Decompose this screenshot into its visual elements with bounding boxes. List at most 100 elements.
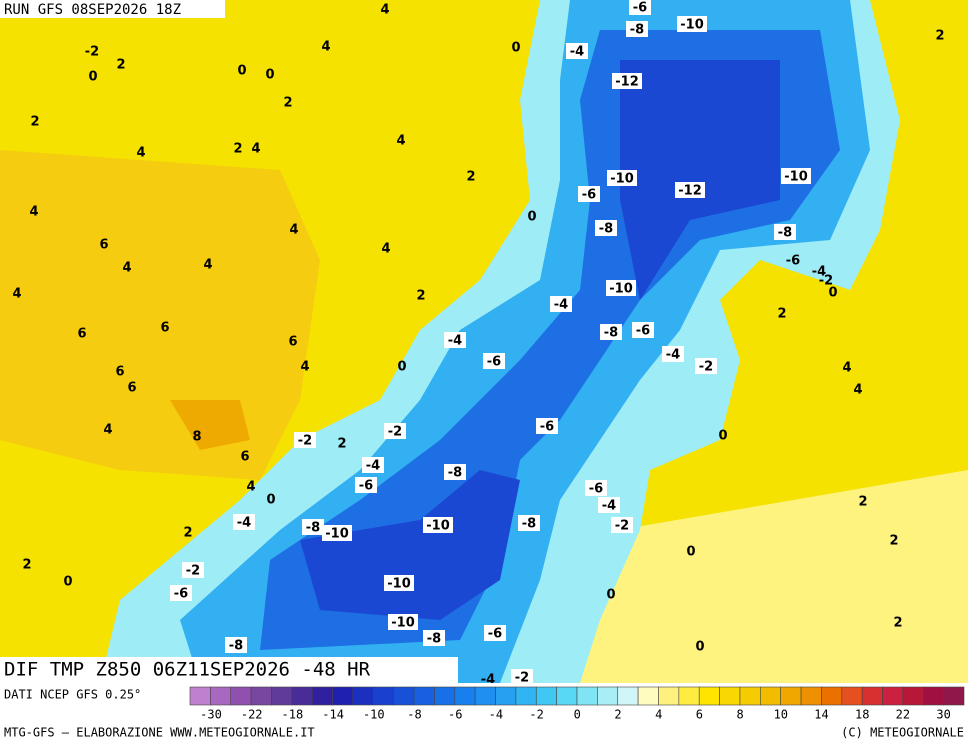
colorbar-cell	[780, 686, 802, 706]
contour-label: 6	[288, 335, 297, 350]
colorbar-tick-label: 14	[814, 708, 828, 722]
contour-label: 0	[718, 429, 727, 444]
contour-label: 2	[116, 58, 125, 73]
contour-label: -6	[786, 254, 800, 269]
label-box	[606, 280, 636, 296]
colorbar-cell	[841, 686, 863, 706]
label-box	[566, 43, 588, 59]
header-box	[0, 0, 225, 18]
contour-label: 4	[103, 423, 112, 438]
contour-label: -6	[487, 355, 501, 370]
contour-label: 6	[127, 381, 136, 396]
contour-label: -4	[602, 499, 616, 514]
label-box	[611, 517, 633, 533]
label-box	[444, 332, 466, 348]
colorbar-cell	[698, 686, 720, 706]
colorbar-tick-label: -30	[200, 708, 222, 722]
source-label: DATI NCEP GFS 0.25°	[4, 688, 141, 702]
colorbar-tick-label: 4	[655, 708, 662, 722]
contour-label: 6	[99, 238, 108, 253]
label-box	[423, 630, 445, 646]
colorbar-tick-label: -14	[322, 708, 344, 722]
colorbar-cell	[576, 686, 598, 706]
contour-label: 6	[115, 365, 124, 380]
colorbar-tick-label: -10	[363, 708, 385, 722]
colorbar-cell	[739, 686, 761, 706]
label-box	[170, 585, 192, 601]
colorbar-cell	[393, 686, 415, 706]
contour-label: 4	[853, 383, 862, 398]
run-label: RUN GFS 08SEP2026 18Z	[4, 2, 181, 18]
colorbar-tick-label: 30	[936, 708, 950, 722]
contour-label: -2	[699, 360, 713, 375]
colorbar-tick-label: -2	[529, 708, 543, 722]
label-box	[695, 358, 717, 374]
contour-label: -2	[85, 45, 99, 60]
contour-label: 0	[88, 70, 97, 85]
contour-label: -2	[515, 671, 529, 686]
label-box	[550, 296, 572, 312]
label-box	[607, 170, 637, 186]
colorbar-cell	[658, 686, 680, 706]
colorbar-cell	[922, 686, 944, 706]
contour-label: -4	[237, 516, 251, 531]
colorbar-cell	[434, 686, 456, 706]
colorbar-tick-label: -4	[489, 708, 503, 722]
contour-label: -6	[633, 1, 647, 16]
contour-label: 4	[12, 287, 21, 302]
colorbar-cell	[373, 686, 394, 706]
contour-label: -6	[359, 479, 373, 494]
label-box	[781, 168, 811, 184]
colorbar-cell	[271, 686, 293, 706]
contour-label: -8	[427, 632, 441, 647]
colorbar-cell	[617, 686, 639, 706]
footer-left: MTG-GFS – ELABORAZIONE WWW.METEOGIORNALE…	[4, 726, 315, 740]
label-box	[595, 220, 617, 236]
contour-label: 2	[416, 289, 425, 304]
contour-label: 2	[777, 307, 786, 322]
colorbar-tick-label: 22	[896, 708, 910, 722]
label-box	[294, 432, 316, 448]
contour-label: 0	[828, 286, 837, 301]
label-box	[629, 0, 651, 15]
colorbar-cell	[821, 686, 843, 706]
colorbar-cell	[311, 686, 333, 706]
contour-label: 4	[381, 242, 390, 257]
contour-label: -6	[589, 482, 603, 497]
label-box	[182, 562, 204, 578]
contour-label: -6	[636, 324, 650, 339]
label-box	[225, 637, 247, 653]
contour-label: -8	[604, 326, 618, 341]
contour-label: -10	[784, 170, 808, 185]
contour-label: 0	[511, 41, 520, 56]
colorbar-cell	[291, 686, 313, 706]
colorbar-tick-label: 0	[574, 708, 581, 722]
contour-label: 0	[237, 64, 246, 79]
label-box	[518, 515, 540, 531]
label-box	[511, 669, 533, 685]
cold-core	[300, 60, 780, 620]
colorbar-cell	[535, 686, 557, 706]
contour-label: 4	[122, 261, 131, 276]
map-title: DIF TMP Z850 06Z11SEP2026 -48 HR	[4, 659, 371, 681]
contour-label: 2	[233, 142, 242, 157]
contour-label: -4	[570, 45, 584, 60]
colorbar-cell	[719, 686, 741, 706]
label-box	[578, 186, 600, 202]
contour-label: 2	[22, 558, 31, 573]
contour-label: -4	[812, 265, 826, 280]
label-box	[483, 353, 505, 369]
label-box	[662, 346, 684, 362]
contour-label: 4	[136, 146, 145, 161]
label-box	[598, 497, 620, 513]
contour-label: 4	[251, 142, 260, 157]
colorbar-tick-label: 2	[614, 708, 621, 722]
colorbar-tick-label: 18	[855, 708, 869, 722]
contour-label: -6	[174, 587, 188, 602]
title-box	[0, 657, 458, 683]
contour-label: -8	[306, 521, 320, 536]
label-box	[384, 575, 414, 591]
contour-label: 4	[246, 480, 255, 495]
label-box	[233, 514, 255, 530]
